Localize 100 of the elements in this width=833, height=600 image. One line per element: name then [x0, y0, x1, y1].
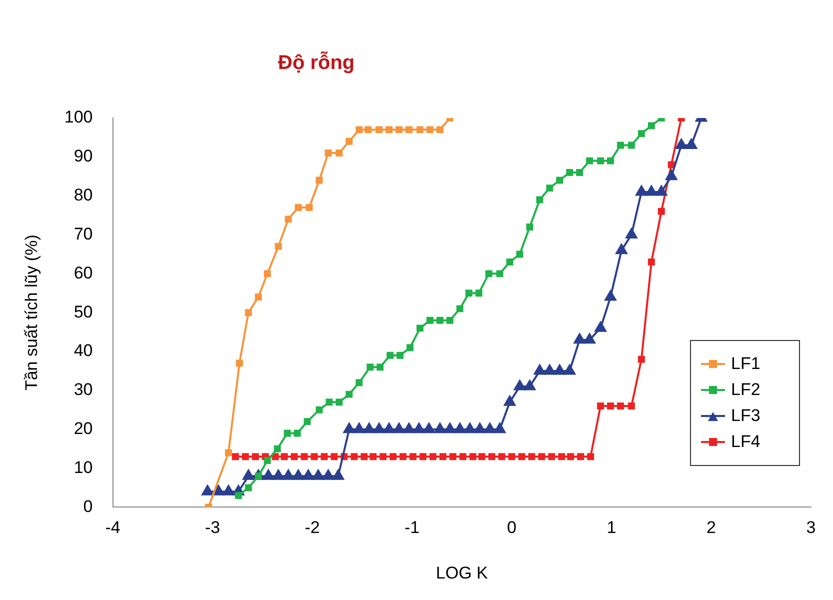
point: [332, 470, 344, 480]
point: [202, 485, 214, 496]
point: [636, 185, 648, 196]
point: [556, 176, 564, 184]
point: [262, 470, 274, 480]
point: [386, 352, 394, 359]
point: [416, 126, 424, 134]
point: [439, 453, 446, 460]
point: [478, 453, 486, 460]
point: [212, 485, 224, 496]
point: [312, 470, 324, 480]
point: [322, 470, 334, 480]
point: [475, 290, 482, 297]
point: [244, 484, 252, 492]
point: [396, 126, 403, 134]
y-tick-label: 70: [74, 224, 93, 244]
point: [396, 352, 404, 359]
point: [330, 453, 338, 460]
point: [566, 169, 574, 176]
point: [594, 322, 606, 332]
point: [597, 157, 604, 164]
point: [360, 453, 368, 460]
chart-title: Độ rỗng: [278, 52, 355, 75]
point: [658, 208, 665, 215]
y-tick-label: 40: [74, 341, 93, 360]
point: [310, 453, 318, 460]
point: [648, 122, 655, 130]
point: [390, 453, 397, 460]
point: [326, 398, 333, 406]
legend-label: LF2: [731, 380, 760, 400]
point: [666, 170, 678, 180]
point: [518, 453, 526, 460]
point: [485, 270, 492, 278]
point: [465, 290, 472, 297]
point: [234, 492, 242, 499]
point: [587, 453, 594, 460]
point: [488, 453, 496, 460]
point: [686, 138, 698, 149]
x-tick-label: -4: [105, 518, 120, 538]
point: [446, 316, 454, 324]
point: [376, 364, 384, 371]
point: [304, 418, 311, 426]
point: [274, 445, 281, 452]
point: [526, 224, 534, 230]
point: [586, 157, 594, 164]
point: [498, 453, 506, 460]
point: [426, 126, 434, 134]
point: [469, 453, 476, 460]
y-tick-label: 20: [74, 419, 93, 438]
point: [242, 453, 249, 460]
point: [386, 126, 393, 134]
point: [554, 364, 566, 375]
point: [272, 470, 284, 480]
point: [584, 333, 596, 344]
point: [423, 422, 435, 434]
point: [516, 250, 524, 258]
point: [290, 453, 298, 460]
point: [617, 402, 624, 410]
point: [558, 453, 566, 460]
point: [284, 216, 292, 223]
y-tick-label: 30: [74, 380, 93, 400]
point: [607, 157, 614, 164]
point: [626, 228, 638, 239]
point: [464, 422, 476, 434]
point: [436, 126, 444, 134]
point: [416, 324, 424, 332]
point: [436, 316, 444, 324]
point: [376, 126, 383, 134]
y-tick-label: 60: [74, 263, 93, 282]
point: [534, 364, 546, 375]
point: [449, 453, 456, 460]
point: [567, 453, 574, 460]
legend-label: LF1: [731, 354, 760, 374]
point: [454, 422, 466, 434]
point: [656, 185, 668, 196]
legend-label: LF4: [731, 432, 760, 452]
point: [364, 126, 372, 134]
point: [264, 270, 271, 278]
point: [668, 161, 675, 168]
point: [420, 453, 426, 460]
point: [426, 316, 434, 324]
point: [638, 356, 645, 363]
x-axis-title: LOG K: [436, 563, 489, 582]
point: [370, 453, 377, 460]
point: [300, 453, 308, 460]
point: [222, 485, 234, 496]
point: [316, 176, 323, 184]
point: [544, 364, 556, 375]
point: [638, 130, 645, 138]
point: [616, 244, 628, 254]
x-tick-label: 2: [706, 518, 716, 538]
point: [294, 430, 301, 437]
x-tick-label: -2: [304, 518, 320, 538]
point: [346, 138, 353, 145]
point: [380, 453, 387, 460]
point: [363, 422, 375, 434]
point: [528, 453, 536, 460]
point: [284, 430, 291, 437]
x-tick-label: -1: [404, 518, 420, 538]
point: [628, 142, 635, 149]
